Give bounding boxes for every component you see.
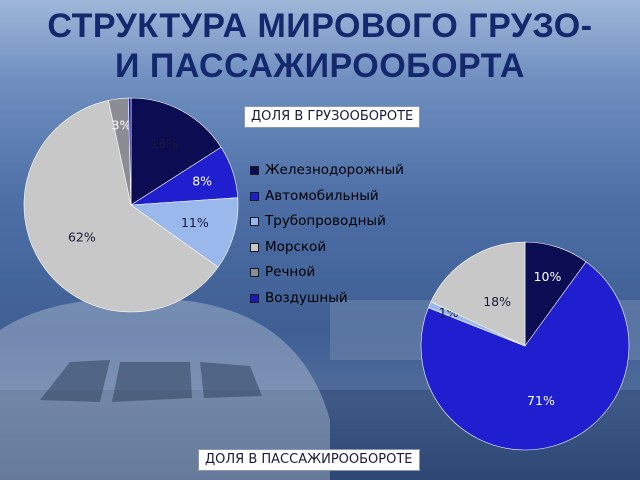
legend-label-pipeline: Трубопроводный [265,213,386,230]
cargo-pie-chart: 16% 8% 11% 62% 3% [23,97,239,313]
background-airplane-nose [0,298,330,480]
passenger-label-road: 71% [527,393,555,408]
legend-label-railway: Железнодорожный [265,162,404,178]
legend-label-sea: Морской [265,238,327,255]
legend-label-air: Воздушный [265,289,348,306]
background-cockpit-windows [40,360,262,402]
passenger-slice-road [420,261,630,451]
passenger-pie-chart: 10%71%1%18% [420,241,630,451]
title-line-1: СТРУКТУРА МИРОВОГО ГРУЗО- [47,7,593,45]
legend-swatch-railway [250,166,259,175]
cargo-label-sea: 62% [68,229,96,244]
cargo-slice-pipeline [130,197,239,268]
passenger-label-sea: 18% [483,294,511,309]
cargo-label-road: 8% [192,173,212,188]
slide-title: СТРУКТУРА МИРОВОГО ГРУЗО- И ПАССАЖИРООБО… [0,6,640,86]
legend-swatch-road [250,191,259,201]
cargo-slice-sea [23,100,219,313]
cargo-label-railway: 16% [150,136,178,151]
cargo-label-river: 3% [112,117,132,132]
title-line-2: И ПАССАЖИРООБОРТА [115,47,525,85]
cargo-slice-railway [130,97,222,206]
legend-swatch-sea [250,242,259,252]
legend-swatch-air [250,293,259,303]
passenger-label-railway: 10% [534,269,562,284]
passenger-slice-sea [430,241,526,347]
cargo-label-pipeline: 11% [181,215,209,230]
legend-swatch-river [250,268,259,278]
passenger-chart-caption: ДОЛЯ В ПАССАЖИРООБОРОТЕ [198,449,420,471]
cargo-chart-caption: ДОЛЯ В ГРУЗООБОРОТЕ [244,106,421,128]
legend-label-road: Автомобильный [265,187,379,204]
legend-label-river: Речной [265,264,316,281]
cargo-slice-air [128,97,132,206]
legend-swatch-pipeline [250,217,259,227]
